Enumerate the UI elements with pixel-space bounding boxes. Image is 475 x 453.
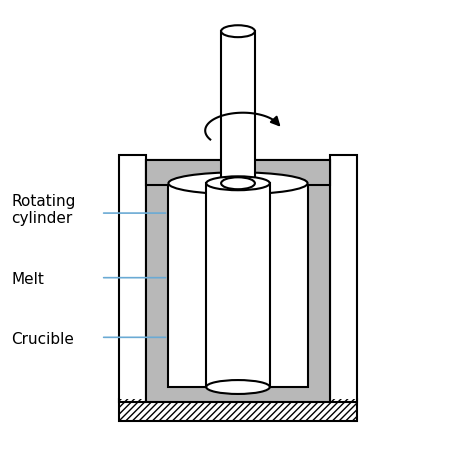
Bar <box>119 155 145 402</box>
Bar <box>206 183 270 387</box>
Bar <box>331 155 357 402</box>
Ellipse shape <box>169 172 308 194</box>
Ellipse shape <box>206 176 270 190</box>
Bar <box>169 183 308 387</box>
Bar <box>119 399 357 421</box>
Bar <box>145 160 331 185</box>
Bar <box>221 31 255 183</box>
Ellipse shape <box>206 380 270 394</box>
Bar <box>119 399 357 421</box>
Text: Rotating
cylinder: Rotating cylinder <box>11 194 76 226</box>
Text: Melt: Melt <box>11 272 44 287</box>
Ellipse shape <box>221 25 255 37</box>
Ellipse shape <box>221 177 255 189</box>
Text: Crucible: Crucible <box>11 332 74 347</box>
Bar <box>145 160 331 402</box>
